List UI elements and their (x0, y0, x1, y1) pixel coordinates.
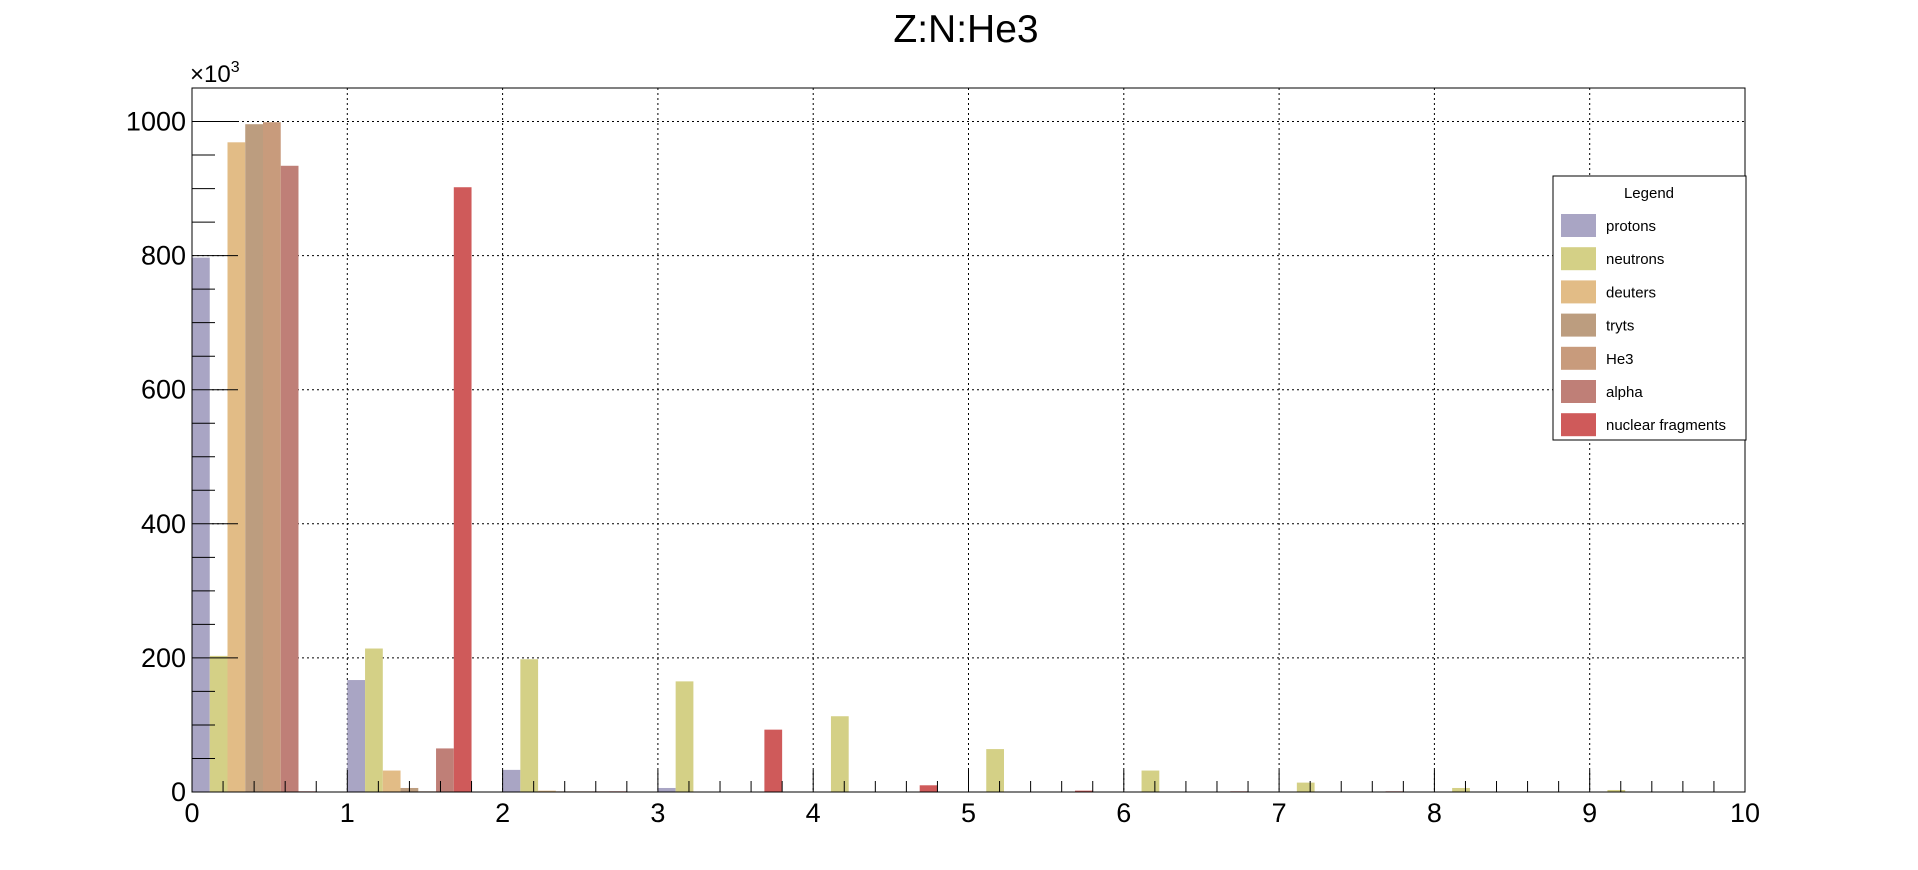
legend-label: tryts (1606, 318, 1634, 335)
bar-neutrons-8 (1452, 787, 1470, 792)
bar-alpha-0 (280, 165, 299, 792)
legend-title: Legend (1624, 185, 1674, 202)
bar-protons-3 (657, 787, 676, 792)
y-tick-label: 600 (141, 375, 186, 405)
bar-protons-0 (192, 257, 210, 792)
legend-label: nuclear fragments (1606, 417, 1726, 434)
bars-layer (192, 122, 1626, 793)
legend-label: neutrons (1606, 251, 1664, 268)
chart-title: Z:N:He3 (893, 8, 1038, 51)
bar-neutrons-7 (1296, 782, 1315, 792)
bar-deuters-1 (382, 770, 401, 792)
legend: Legend protons neutrons deuters tryts He3 alp… (1552, 175, 1747, 441)
bar-neutrons-3 (675, 681, 694, 792)
bar-nuclear-fragments-1 (453, 187, 472, 792)
legend-label: deuters (1606, 284, 1656, 301)
bar-neutrons-4 (830, 716, 849, 792)
legend-swatch-He3 (1561, 346, 1596, 370)
x-tick-label: 1 (340, 798, 355, 828)
bar-protons-2 (502, 769, 521, 792)
legend-swatch-tryts (1561, 313, 1596, 337)
legend-swatch-alpha (1561, 380, 1596, 403)
x-tick-label: 5 (961, 798, 976, 828)
x-tick-label: 8 (1427, 798, 1442, 828)
x-tick-label: 9 (1582, 798, 1597, 828)
x-tick-label: 6 (1116, 798, 1131, 828)
legend-swatch-nuclear-fragments (1561, 413, 1596, 437)
y-tick-label: 800 (141, 241, 186, 271)
legend-label: alpha (1606, 384, 1643, 401)
y-multiplier-base: ×10 (190, 61, 231, 88)
y-tick-label: 400 (141, 509, 186, 539)
legend-swatch-deuters (1561, 280, 1596, 304)
bar-neutrons-6 (1141, 770, 1160, 792)
x-tick-label: 2 (495, 798, 510, 828)
x-tick-label: 10 (1730, 798, 1760, 828)
axis-layer: 0 1 2 3 4 5 6 7 8 9 10 0 200 400 600 800 1000 (126, 87, 1760, 828)
bar-tryts-0 (245, 124, 263, 793)
bar-nuclear-fragments-5 (1074, 790, 1093, 792)
bar-nuclear-fragments-3 (764, 729, 783, 792)
bar-neutrons-5 (986, 749, 1004, 792)
legend-swatch-protons (1561, 214, 1596, 237)
bar-He3-0 (262, 122, 281, 793)
bar-protons-1 (347, 680, 366, 792)
x-tick-label: 7 (1272, 798, 1287, 828)
bar-deuters-2 (538, 790, 556, 792)
legend-label: He3 (1606, 351, 1634, 368)
bar-deuters-0 (227, 142, 246, 792)
y-multiplier-exponent: 3 (231, 59, 240, 76)
bar-neutrons-1 (365, 648, 383, 792)
bar-neutrons-9 (1607, 789, 1626, 792)
x-tick-label: 4 (806, 798, 821, 828)
legend-label: protons (1606, 218, 1656, 235)
x-tick-label: 0 (184, 798, 199, 828)
bar-alpha-1 (436, 748, 454, 792)
bar-neutrons-2 (520, 659, 539, 792)
y-tick-label: 200 (141, 643, 186, 673)
y-tick-label: 1000 (126, 107, 186, 137)
legend-swatch-neutrons (1561, 247, 1596, 271)
y-multiplier: ×103 (190, 59, 240, 88)
bar-nuclear-fragments-4 (919, 785, 938, 792)
bar-neutrons-0 (209, 655, 228, 792)
x-tick-label: 3 (650, 798, 665, 828)
y-tick-label: 0 (171, 777, 186, 807)
